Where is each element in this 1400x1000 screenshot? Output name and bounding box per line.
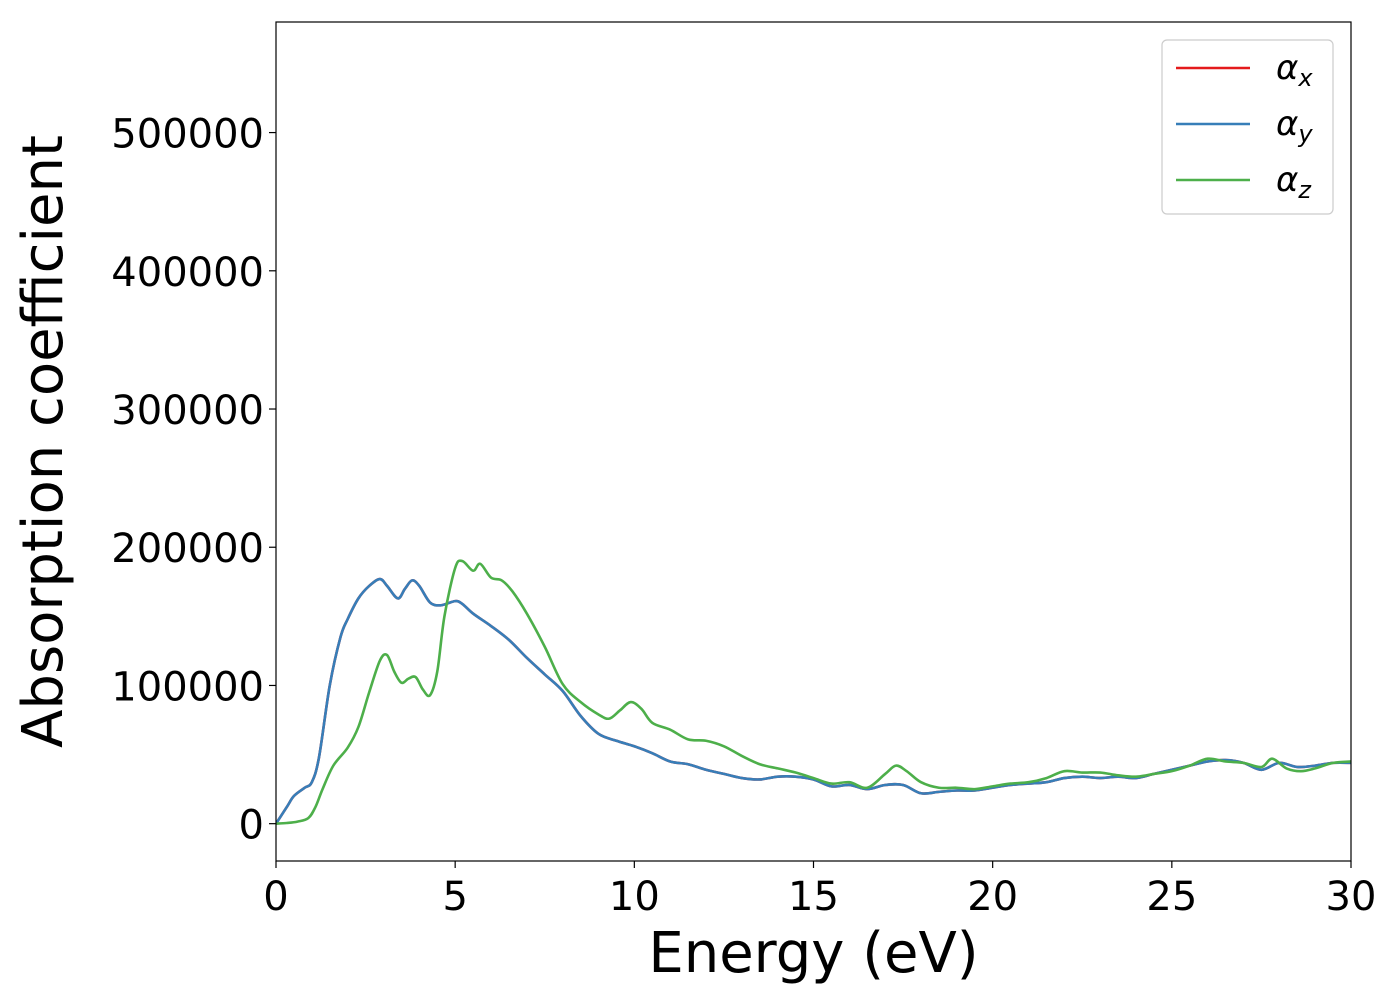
y-tick-label: 0 [239, 803, 264, 849]
series-layer [276, 559, 1351, 825]
legend-label-z: αz [1276, 160, 1312, 204]
x-tick-label: 20 [967, 874, 1018, 920]
x-axis-title: Energy (eV) [648, 921, 978, 986]
x-tick-label: 30 [1326, 874, 1377, 920]
legend-label-x: αx [1276, 48, 1313, 92]
y-tick-label: 200000 [111, 526, 264, 572]
y-tick-label: 300000 [111, 388, 264, 434]
x-tick-label: 5 [442, 874, 467, 920]
y-tick-label: 500000 [111, 112, 264, 158]
legend: αx αy αz [1161, 39, 1334, 215]
y-axis: 0 100000 200000 300000 400000 500000 [111, 112, 276, 849]
y-tick-label: 100000 [111, 664, 264, 710]
y-axis-title: Absorption coefficient [11, 135, 76, 748]
x-tick-label: 15 [788, 874, 839, 920]
legend-box [1161, 39, 1334, 215]
x-axis: 0 5 10 15 20 25 30 [263, 861, 1376, 920]
y-tick-label: 400000 [111, 250, 264, 296]
legend-label-y: αy [1276, 104, 1313, 148]
series-line-z [276, 559, 1351, 825]
x-tick-label: 10 [609, 874, 660, 920]
x-tick-label: 0 [263, 874, 288, 920]
x-tick-label: 25 [1146, 874, 1197, 920]
